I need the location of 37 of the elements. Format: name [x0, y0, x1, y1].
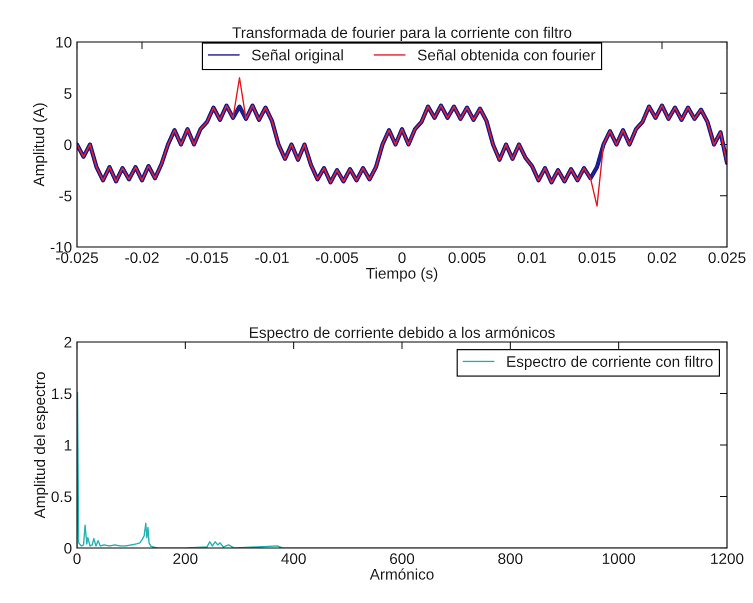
- x-tick-label: 1000: [602, 553, 636, 564]
- y-tick-label: -10: [50, 242, 72, 253]
- y-tick-label: 10: [56, 36, 72, 48]
- x-tick-label: -0.025: [56, 252, 98, 264]
- x-tick-label: 0: [398, 252, 406, 264]
- y-axis-title: Amplitud (A): [33, 103, 48, 186]
- x-tick-label: -0.015: [186, 252, 228, 264]
- x-axis-title: Tiempo (s): [366, 267, 438, 282]
- y-tick-label: 2: [64, 336, 72, 348]
- x-tick-label: 600: [390, 553, 414, 564]
- x-tick-label: 0.02: [648, 252, 676, 264]
- x-axis-title: Armónico: [370, 568, 434, 580]
- y-tick-label: 1.5: [52, 388, 72, 400]
- legend-label: Espectro de corriente con filtro: [507, 356, 713, 370]
- x-tick-label: -0.02: [125, 252, 159, 264]
- y-tick-label: 0: [64, 542, 72, 554]
- x-tick-label: 800: [498, 553, 522, 564]
- x-tick-label: 1200: [711, 553, 744, 564]
- x-tick-label: 0.015: [578, 252, 616, 264]
- y-tick-label: -5: [59, 190, 72, 202]
- x-tick-label: 0.005: [448, 252, 486, 264]
- legend-label: Señal obtenida con fourier: [418, 49, 596, 60]
- y-tick-label: 1: [64, 440, 72, 451]
- x-tick-label: 200: [173, 553, 198, 564]
- x-tick-label: 400: [281, 553, 306, 564]
- x-tick-label: 0.025: [708, 252, 746, 264]
- y-axis-title: Amplitud del espectro: [34, 372, 48, 518]
- x-tick-label: -0.01: [255, 252, 289, 264]
- chart-title: Espectro de corriente debido a los armónicos: [250, 326, 555, 342]
- chart-title: Transformada de fourier para la corriente con filtro: [232, 26, 572, 42]
- x-tick-label: 0: [73, 553, 81, 564]
- y-tick-label: 5: [64, 88, 72, 99]
- legend-label: Señal original: [252, 49, 343, 64]
- x-tick-label: 0.01: [518, 252, 546, 264]
- y-tick-label: 0.5: [52, 491, 72, 502]
- y-tick-label: 0: [64, 139, 72, 150]
- x-tick-label: -0.005: [316, 252, 358, 264]
